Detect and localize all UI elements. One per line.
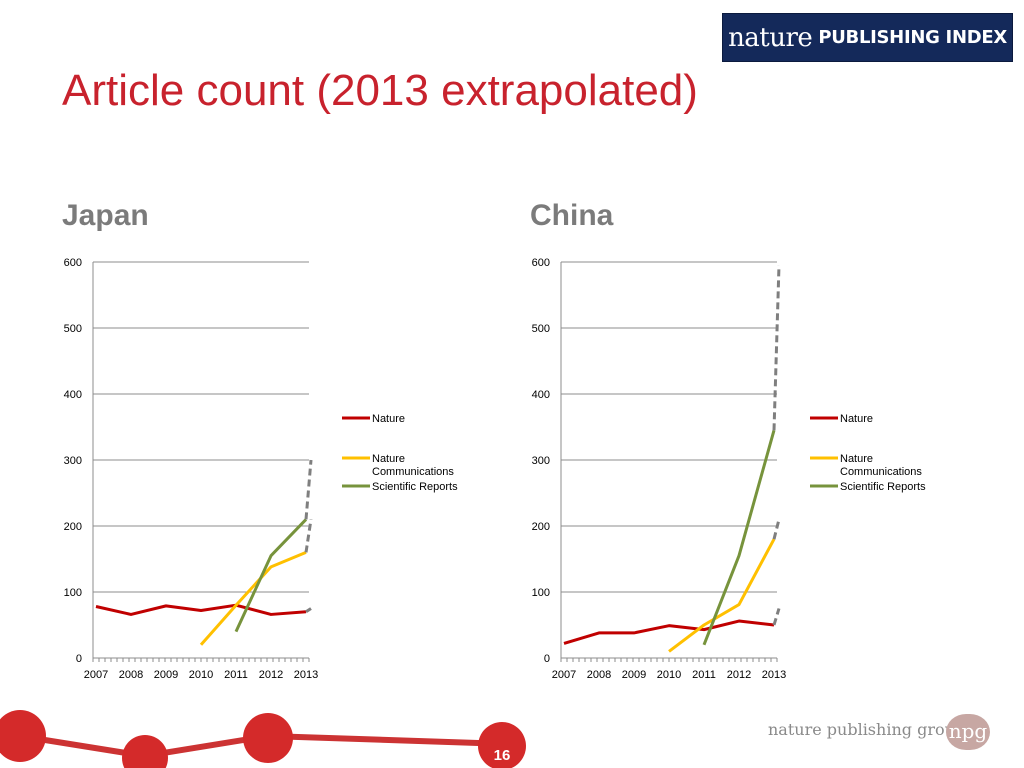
footer-circle (0, 710, 46, 762)
x-tick-label: 2008 (119, 669, 143, 681)
logo-caps-text: PUBLISHING INDEX (818, 27, 1007, 48)
x-tick-label: 2010 (657, 669, 681, 681)
extrapolation-line-nature (772, 608, 781, 626)
footer-circle (122, 735, 168, 768)
extrapolation-line-nature (305, 607, 312, 614)
slide-title: Article count (2013 extrapolated) (62, 66, 698, 115)
npg-badge-icon: npg (946, 714, 990, 750)
logo-script-text: nature (728, 22, 813, 53)
series-line-nature (563, 619, 775, 645)
x-tick-label: 2011 (224, 669, 248, 681)
page-number: 16 (493, 747, 511, 764)
series-line-scientific_reports (702, 429, 776, 646)
y-tick-label: 300 (64, 455, 82, 467)
x-tick-label: 2013 (762, 669, 786, 681)
x-tick-label: 2012 (727, 669, 751, 681)
x-tick-label: 2013 (294, 669, 318, 681)
y-tick-label: 100 (64, 587, 82, 599)
x-tick-label: 2009 (154, 669, 178, 681)
series-line-scientific_reports (234, 518, 308, 633)
series-line-nature_communications (668, 538, 776, 653)
chart-svg: 0 100 200 300 400 500 600 2007 2008 2009 2010 2011 2… (532, 257, 926, 681)
extrapolation-line-scientific_reports (772, 265, 781, 431)
page-number-circle (478, 722, 526, 768)
x-tick-label: 2012 (259, 669, 283, 681)
x-tick-label: 2009 (622, 669, 646, 681)
y-tick-label: 200 (64, 521, 82, 533)
legend-label: Nature (840, 413, 873, 425)
x-tick-label: 2008 (587, 669, 611, 681)
x-tick-label: 2010 (189, 669, 213, 681)
legend-label: Communications (840, 466, 922, 478)
y-tick-label: 0 (76, 653, 82, 665)
nature-publishing-index-logo: nature PUBLISHING INDEX (722, 13, 1013, 62)
extrapolation-line-nature_communications (304, 519, 313, 553)
x-tick-label: 2011 (692, 669, 716, 681)
legend-label: Nature (840, 453, 873, 465)
footer-decoration (0, 710, 526, 768)
series-line-nature_communications (199, 551, 307, 646)
y-tick-label: 0 (544, 653, 550, 665)
y-tick-label: 400 (532, 389, 550, 401)
legend-label: Nature (372, 453, 405, 465)
y-tick-label: 100 (532, 587, 550, 599)
y-tick-label: 500 (532, 323, 550, 335)
nature-publishing-group-text: nature publishing group (768, 720, 966, 739)
y-tick-label: 400 (64, 389, 82, 401)
chart-japan: Japan 0 100 200 300 400 500 600 2007 2008 2009 201… (0, 195, 460, 695)
chart-svg: 0 100 200 300 400 500 600 2007 2008 2009 2010 2011 2… (64, 257, 458, 681)
y-tick-label: 600 (532, 257, 550, 269)
y-tick-label: 200 (532, 521, 550, 533)
extrapolation-line-scientific_reports (304, 459, 313, 520)
x-tick-label: 2007 (552, 669, 576, 681)
chart-title: Japan (62, 199, 149, 232)
x-tick-label: 2007 (84, 669, 108, 681)
y-tick-label: 500 (64, 323, 82, 335)
footer-circle (243, 713, 293, 763)
y-tick-label: 300 (532, 455, 550, 467)
legend-label: Scientific Reports (840, 481, 926, 493)
y-tick-label: 600 (64, 257, 82, 269)
chart-title: China (530, 199, 614, 232)
legend-label: Scientific Reports (372, 481, 458, 493)
footer-connector-line (19, 732, 509, 760)
chart-china: China 0 100 200 300 400 500 600 2007 2008 2009 201… (468, 195, 928, 695)
legend-label: Communications (372, 466, 454, 478)
series-line-nature (95, 603, 307, 616)
extrapolation-line-nature_communications (772, 519, 781, 540)
legend-label: Nature (372, 413, 405, 425)
